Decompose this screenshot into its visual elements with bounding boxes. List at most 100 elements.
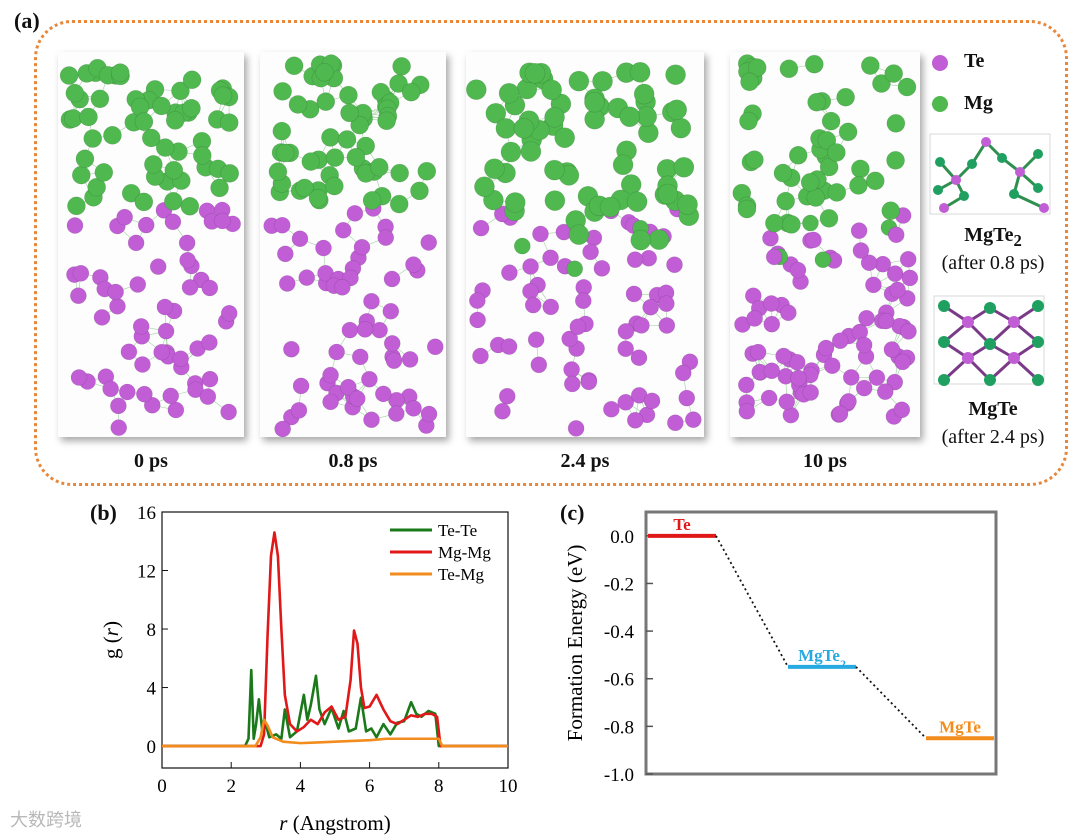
te-atom bbox=[765, 248, 783, 266]
te-atom bbox=[860, 254, 878, 271]
te-atom bbox=[149, 258, 167, 275]
te-atom bbox=[371, 321, 388, 339]
mg-atom bbox=[362, 191, 382, 210]
mg-atom bbox=[884, 64, 903, 83]
te-atom bbox=[501, 264, 518, 281]
mg-atom bbox=[350, 115, 369, 135]
te-atom bbox=[790, 369, 807, 387]
time-label: 2.4 ps bbox=[560, 450, 610, 472]
te-atom bbox=[334, 278, 351, 296]
te-atom bbox=[901, 269, 919, 287]
mg-atom bbox=[295, 178, 314, 198]
te-atom bbox=[109, 297, 126, 315]
mg-atom bbox=[301, 152, 321, 171]
te-atom bbox=[823, 357, 841, 375]
mg-atom bbox=[626, 191, 648, 213]
te-atom bbox=[348, 390, 366, 407]
mg-atom bbox=[817, 131, 837, 150]
mg-atom bbox=[827, 143, 846, 162]
te-atom bbox=[220, 304, 238, 322]
mg-atom bbox=[94, 163, 114, 182]
te-atom bbox=[642, 298, 659, 316]
panel-a-label: (a) bbox=[14, 8, 40, 33]
mg-atom bbox=[180, 196, 200, 216]
mg-atom bbox=[500, 141, 522, 163]
mg-atom bbox=[747, 58, 767, 77]
mg-atom bbox=[773, 163, 793, 183]
mg-atom bbox=[851, 159, 870, 179]
te-atom bbox=[626, 251, 644, 268]
te-atom bbox=[469, 292, 486, 309]
y-tick-label: -0.2 bbox=[604, 574, 634, 595]
te-atom bbox=[351, 348, 369, 366]
te-atom bbox=[563, 375, 581, 393]
te-atom bbox=[377, 229, 395, 246]
te-atom bbox=[569, 318, 587, 336]
mg-atom bbox=[584, 91, 605, 113]
te-atom bbox=[842, 369, 860, 386]
mg-atom bbox=[273, 82, 292, 101]
mgte2-note: (after 0.8 ps) bbox=[941, 252, 1045, 274]
mg-atom bbox=[524, 63, 546, 84]
te-atom bbox=[746, 310, 763, 327]
te-atom bbox=[201, 370, 219, 388]
te-atom bbox=[763, 315, 781, 333]
te-atom bbox=[93, 309, 111, 326]
te-atom bbox=[658, 317, 676, 334]
te-atom bbox=[167, 401, 185, 419]
y-tick-label: 16 bbox=[137, 503, 156, 524]
mg-atom bbox=[392, 57, 411, 76]
mg-atom bbox=[192, 146, 212, 165]
time-label: 0 ps bbox=[134, 450, 168, 472]
y-axis-label-prefix: g ( bbox=[99, 636, 123, 659]
mg-atom bbox=[315, 62, 334, 82]
te-atom bbox=[738, 402, 756, 420]
mg-atom bbox=[484, 158, 505, 180]
te-atom bbox=[283, 340, 300, 358]
mg-atom bbox=[544, 159, 565, 181]
y-tick-label: 8 bbox=[147, 620, 157, 641]
te-legend-dot bbox=[932, 55, 948, 71]
x-axis-label-rest: (Angstrom) bbox=[287, 811, 390, 835]
te-atom bbox=[831, 405, 849, 422]
te-atom bbox=[315, 239, 332, 257]
te-atom bbox=[567, 420, 585, 437]
te-atom bbox=[361, 370, 378, 388]
te-atom bbox=[617, 393, 635, 411]
mg-atom bbox=[308, 188, 328, 208]
snapshot-0.8ps bbox=[260, 52, 446, 437]
panel-c-label: (c) bbox=[560, 500, 585, 525]
te-atom bbox=[340, 378, 357, 396]
y-tick-label: 0.0 bbox=[610, 527, 634, 548]
mg-atom bbox=[765, 213, 784, 233]
te-atom bbox=[522, 282, 539, 300]
mg-atom bbox=[390, 163, 409, 183]
te-atom bbox=[900, 323, 917, 340]
mg-atom bbox=[779, 59, 799, 79]
y-tick-label: -0.6 bbox=[604, 670, 634, 691]
mg-atom bbox=[788, 145, 808, 165]
te-atom bbox=[674, 364, 692, 382]
plot-frame bbox=[644, 510, 998, 776]
te-atom bbox=[678, 389, 696, 407]
mg-atom bbox=[861, 56, 880, 75]
y-axis-label: Formation Energy (eV) bbox=[563, 545, 587, 742]
mg-atom bbox=[666, 99, 688, 121]
mg-atom bbox=[134, 112, 154, 132]
snapshot-2.4ps bbox=[466, 52, 704, 437]
mg-atom bbox=[800, 173, 820, 192]
te-atom bbox=[498, 387, 516, 405]
te-atom bbox=[527, 331, 545, 348]
mg-atom bbox=[144, 155, 163, 174]
te-atom bbox=[643, 392, 661, 410]
mgte-structure bbox=[933, 295, 1045, 386]
mg-atom bbox=[544, 190, 566, 211]
te-atom bbox=[363, 411, 380, 429]
te-atom bbox=[129, 276, 147, 293]
mg-atom bbox=[377, 111, 396, 131]
te-atom bbox=[291, 230, 309, 248]
te-atom bbox=[617, 323, 635, 340]
te-atom bbox=[341, 321, 359, 339]
mgte2-label: MgTe2 bbox=[964, 224, 1022, 250]
mg-atom bbox=[629, 61, 651, 83]
